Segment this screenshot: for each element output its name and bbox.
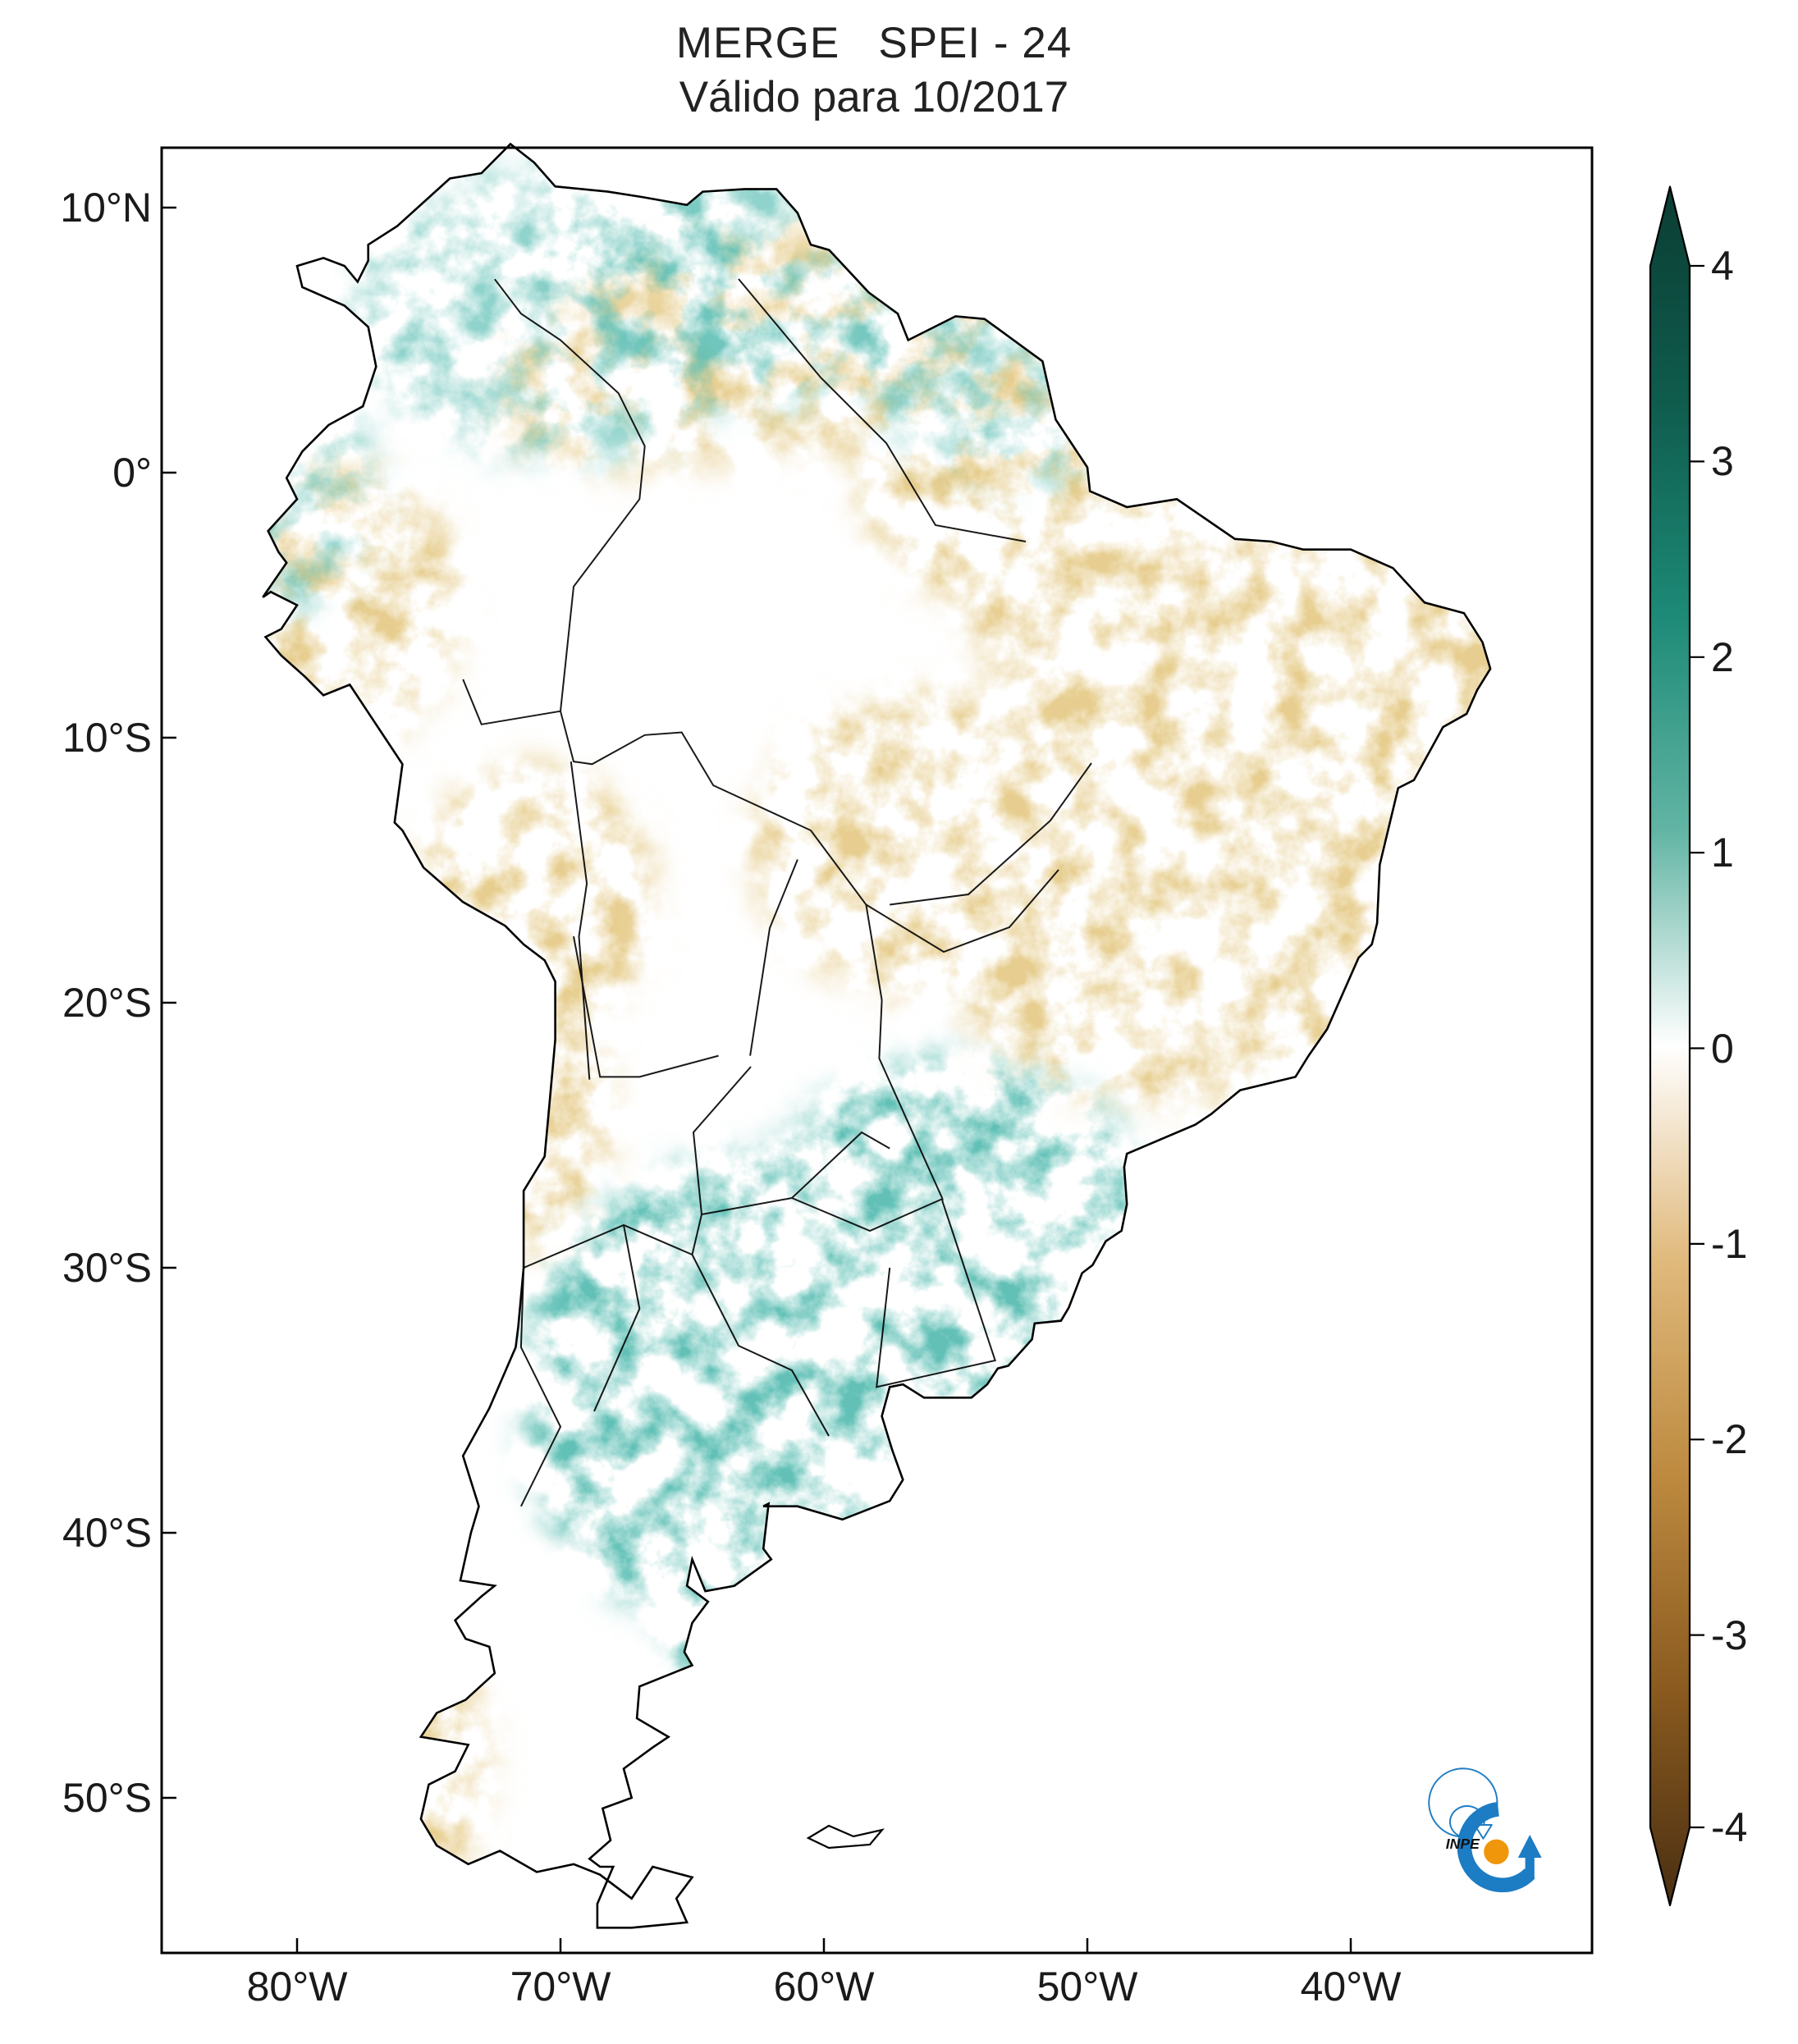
svg-text:INPE: INPE — [1446, 1836, 1480, 1852]
